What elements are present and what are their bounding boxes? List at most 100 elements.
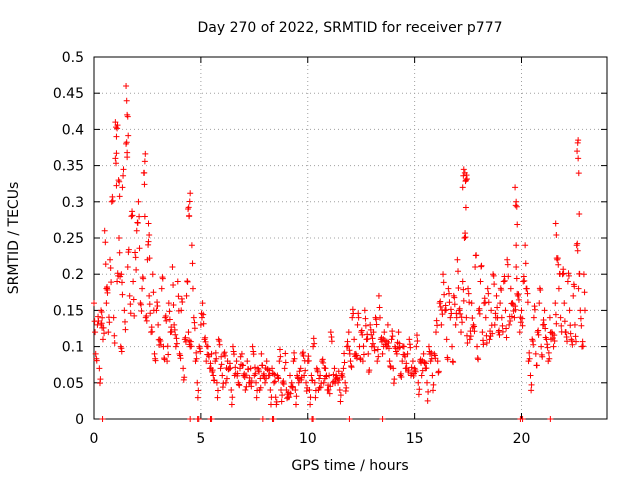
data-point [320,359,327,366]
data-point [511,314,518,321]
data-point [576,211,583,218]
data-point [538,343,545,350]
data-point [349,314,356,321]
data-point [327,329,334,336]
data-point [513,275,520,282]
data-point [526,349,533,356]
data-point [553,320,560,327]
data-point [355,314,362,321]
data-point [339,373,346,380]
data-point [459,319,466,326]
data-point [391,376,398,383]
data-point [164,358,171,365]
y-tick-label: 0.35 [53,159,84,175]
x-tick-label: 5 [196,431,205,447]
data-point [303,379,310,386]
data-point [222,352,229,359]
data-point [118,348,125,355]
data-point [460,297,467,304]
data-point [379,416,386,422]
data-point [187,190,194,197]
data-point [242,387,249,394]
data-point [498,286,505,293]
y-tick-label: 0.3 [62,195,84,211]
data-point [465,290,472,297]
data-point [121,307,128,314]
data-point [405,367,412,374]
data-point [118,271,125,278]
data-point [146,232,153,239]
data-point [181,374,188,381]
data-point [473,252,480,259]
data-point [573,338,580,345]
data-point [519,416,526,422]
data-point [408,364,415,371]
data-point [218,361,225,368]
data-point [278,398,285,405]
data-point [91,300,97,307]
data-point [124,154,131,161]
data-point [558,322,565,329]
data-point [120,166,127,173]
data-point [528,381,535,388]
data-point [119,184,126,191]
data-point [468,300,475,307]
data-point [513,263,520,270]
data-point [188,242,195,249]
data-point [466,336,473,343]
data-point [451,294,458,301]
data-point [236,365,243,372]
data-point [385,345,392,352]
data-point [263,358,270,365]
data-point [450,359,457,366]
data-point [286,394,293,401]
data-point [520,278,527,285]
data-point [526,355,533,362]
data-point [369,340,376,347]
data-point [269,365,276,372]
data-point [184,278,191,285]
data-point [296,368,303,375]
data-point [522,242,529,249]
data-point [516,329,523,336]
data-point [174,278,181,285]
data-point [366,367,373,374]
y-axis-label: SRMTID / TECUs [6,182,22,295]
data-point [522,260,529,267]
data-point [476,305,483,312]
data-point [193,349,200,356]
data-point [471,328,478,335]
data-point [413,343,420,350]
data-point [375,292,382,299]
data-point [347,358,354,365]
data-point [447,314,454,321]
data-point [183,292,190,299]
data-point [141,181,148,188]
data-point [575,170,582,177]
data-point [413,332,420,339]
data-point [248,377,255,384]
data-point [123,139,130,146]
data-point [362,315,369,322]
data-point [102,239,109,246]
data-point [365,350,372,357]
data-point [166,316,173,323]
data-point [153,307,160,314]
data-point [541,307,548,314]
data-point [499,322,506,329]
data-point [311,379,318,386]
data-point [113,150,120,157]
data-point [311,340,318,347]
data-point [165,300,172,307]
data-point [213,379,220,386]
data-point [517,319,524,326]
data-point [279,392,286,399]
data-point [317,372,324,379]
y-tick-label: 0.4 [62,122,84,138]
data-point [342,379,349,386]
data-point [326,372,333,379]
x-tick-label: 20 [513,431,531,447]
data-point [449,343,456,350]
data-point [189,285,196,292]
data-point [455,268,462,275]
